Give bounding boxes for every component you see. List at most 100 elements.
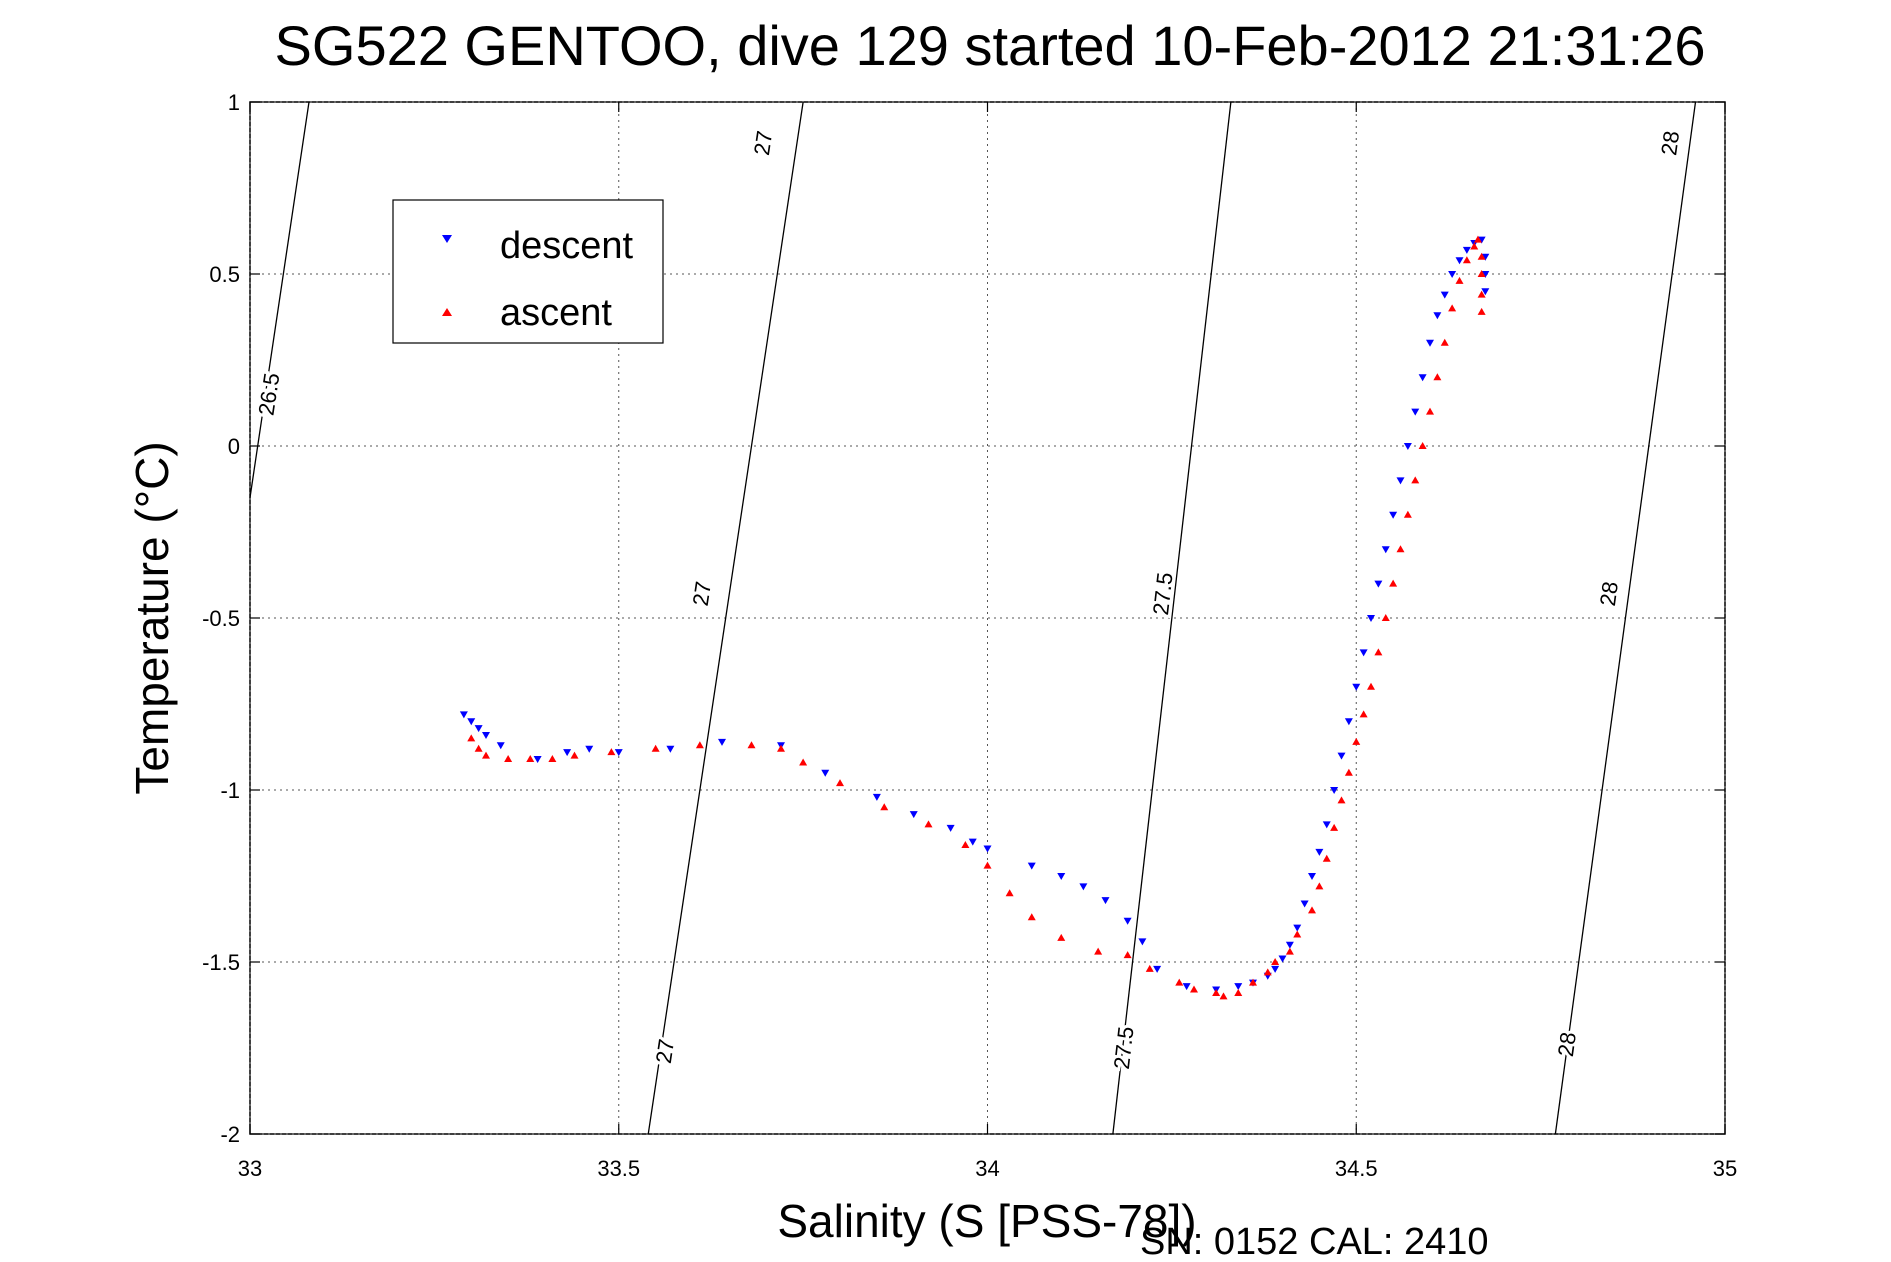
descent-point [1440,291,1449,299]
plot-area: 26.5 27 27 27 27.5 27.5 28 28 28 33 33.5 34 34.5 35 1… [202,90,1737,1181]
ascent-point [836,779,844,787]
descent-point [1359,649,1368,657]
descent-point [585,745,594,753]
x-tick-label: 33.5 [597,1156,640,1181]
y-tick-label: 0.5 [209,262,240,287]
descent-point [666,745,675,753]
descent-point [1057,873,1066,880]
ascent-point [1359,710,1368,718]
ascent-point [1433,373,1442,381]
legend-descent-label: descent [500,225,634,267]
descent-point [563,749,572,757]
ascent-point [1293,930,1302,938]
ascent-point [1145,964,1154,972]
ascent-point [504,755,513,763]
ascent-point [526,755,535,763]
descent-point [1322,821,1331,829]
descent-point [1455,257,1464,265]
ascent-point [1352,737,1361,745]
descent-point [946,824,955,832]
descent-point [1481,288,1490,296]
descent-point [474,725,483,733]
ascent-point [1403,510,1412,518]
ascent-point [1234,988,1243,996]
ascent-point [1396,545,1405,553]
descent-point [1079,883,1088,891]
density-contour-line [647,101,804,1135]
descent-point [482,731,490,739]
ascent-point [983,861,992,869]
density-contour-line [1112,101,1232,1135]
descent-point [496,742,505,750]
contour-label: 27 [651,1037,679,1065]
descent-point [1403,443,1412,450]
descent-point [1278,955,1287,963]
descent-point [533,756,542,764]
descent-point [1411,408,1420,416]
ascent-point [1315,882,1324,890]
ascent-point [651,744,660,752]
data-marks [459,235,1490,1000]
ascent-point [695,741,704,749]
ascent-point [1175,978,1184,986]
y-tick-label: -1 [220,778,240,803]
ascent-point [1285,947,1294,955]
legend-descent-marker [442,235,452,243]
legend-box [392,199,664,344]
y-tick-label: -1.5 [202,950,240,975]
ascent-point [1337,796,1346,804]
y-tick-label: 1 [228,90,240,115]
descent-point [614,749,623,757]
ascent-point [1057,933,1066,941]
axis-ticks: 33 33.5 34 34.5 35 1 0.5 0 -0.5 -1 -1.5 -2 [202,90,1737,1181]
descent-point [1426,339,1434,347]
descent-point [983,845,992,853]
ascent-point [1411,476,1420,484]
ascent-point [482,751,490,759]
descent-point [1308,873,1316,880]
contour-label: 27 [749,129,777,157]
descent-point [1234,983,1243,991]
ascent-point [1271,958,1280,965]
y-tick-label: -0.5 [202,606,240,631]
descent-point [467,718,476,726]
y-axis-label: Temperature (°C) [126,441,178,794]
ascent-point [880,803,889,811]
ascent-point [1448,304,1457,312]
descent-point [1381,546,1390,554]
y-tick-label: -2 [220,1122,240,1147]
footer-serial: SN: 0152 CAL: 2410 [1140,1221,1489,1262]
descent-point [1300,900,1309,908]
descent-point [1418,374,1427,382]
descent-point [872,793,881,801]
ascent-point [799,758,808,766]
ascent-point [1440,338,1449,346]
ascent-point [1455,276,1464,284]
ascent-point [777,744,785,752]
descent-point [718,738,726,746]
ascent-point [1219,992,1228,1000]
ascent-point [747,741,756,749]
density-contour-line [249,101,310,498]
ascent-point [1473,235,1482,243]
ascent-point [1470,242,1479,250]
ascent-point [1426,407,1434,415]
ascent-point [961,841,970,849]
descent-point [1027,862,1036,870]
chart-title: SG522 GENTOO, dive 129 started 10-Feb-20… [275,14,1706,77]
descent-point [1367,615,1375,622]
descent-point [1389,511,1398,519]
contour-label: 28 [1553,1031,1581,1059]
ascent-point [1477,307,1486,315]
ascent-point [1322,854,1331,862]
descent-point [1315,848,1324,856]
ascent-point [548,755,557,763]
descent-point [1271,965,1280,973]
legend-ascent-marker [442,308,452,316]
legend-ascent-label: ascent [500,292,612,334]
descent-point [1481,271,1490,278]
contour-label: 27.5 [1148,571,1178,616]
ascent-point [1005,889,1014,897]
descent-point [1123,917,1132,925]
